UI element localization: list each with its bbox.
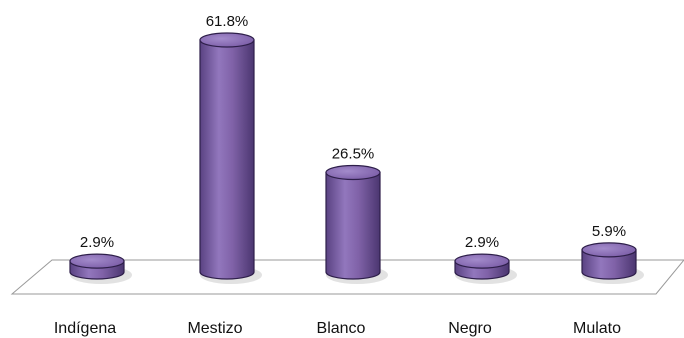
bar-top-cap <box>199 32 255 48</box>
category-labels-group: Indígena Mestizo Blanco Negro Mulato <box>54 320 621 337</box>
bar-top-cap <box>454 253 510 269</box>
category-label: Indígena <box>54 320 116 337</box>
data-label: 5.9% <box>592 223 626 240</box>
category-label: Mestizo <box>187 320 242 337</box>
bar-top-cap <box>581 242 637 258</box>
data-label: 2.9% <box>465 234 499 251</box>
bar-negro <box>454 253 517 284</box>
data-label: 2.9% <box>80 234 114 251</box>
bar-body <box>581 249 637 280</box>
bar-body <box>325 171 381 280</box>
data-labels-group: 2.9% 61.8% 26.5% 2.9% 5.9% <box>80 13 626 251</box>
bar-top-cap <box>69 253 125 269</box>
bar-blanco <box>325 164 388 284</box>
bar-indígena <box>69 253 132 284</box>
bar-top-cap <box>325 164 381 181</box>
data-label: 61.8% <box>206 13 249 30</box>
bar-body <box>199 39 255 280</box>
bar-mulato <box>581 242 644 284</box>
data-label: 26.5% <box>332 146 375 163</box>
bar-mestizo <box>199 32 262 284</box>
category-label: Mulato <box>573 320 621 337</box>
category-label: Negro <box>448 320 492 337</box>
category-label: Blanco <box>317 320 366 337</box>
bars-group <box>69 32 644 284</box>
